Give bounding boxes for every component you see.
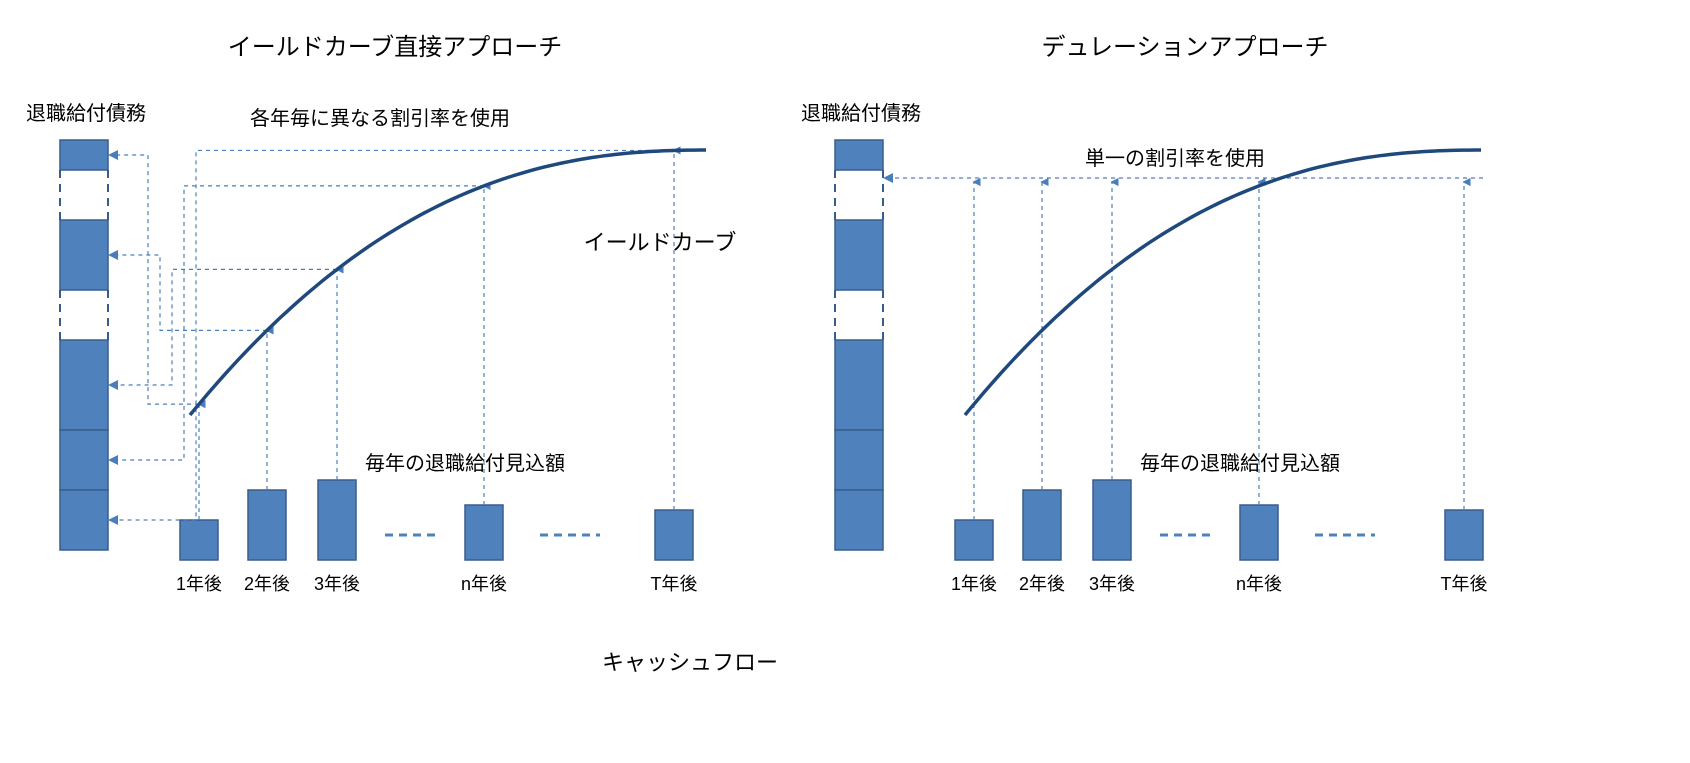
- xaxis-label: 3年後: [314, 574, 360, 594]
- left-cashflow-bars: 1年後 2年後 3年後 n年後 T年後: [176, 480, 698, 594]
- stack-segment: [60, 490, 108, 550]
- arrowhead-icon: [108, 150, 118, 160]
- cashflow-bar: [1023, 490, 1061, 560]
- xaxis-label: n年後: [461, 574, 507, 594]
- cashflow-bar: [1240, 505, 1278, 560]
- xaxis-label: 3年後: [1089, 574, 1135, 594]
- annual-label-right: 毎年の退職給付見込額: [1140, 452, 1340, 475]
- discount-left-arrow: [112, 269, 337, 385]
- stack-segment: [835, 490, 883, 550]
- cashflow-bar: [1445, 510, 1483, 560]
- diagram-canvas: イールドカーブ直接アプローチ デュレーションアプローチ 退職給付債務 退職給付債…: [0, 0, 1690, 758]
- arrowhead-icon: [883, 173, 893, 183]
- arrowhead-icon: [108, 250, 118, 260]
- stack-segment: [60, 140, 108, 170]
- arrowhead-icon: [108, 455, 118, 465]
- arrowhead-icon: [108, 515, 118, 525]
- cashflow-bar: [465, 505, 503, 560]
- title-right: デュレーションアプローチ: [1041, 34, 1328, 61]
- discount-left-arrow: [112, 155, 199, 404]
- xaxis-label: 1年後: [951, 574, 997, 594]
- cashflow-bar: [248, 490, 286, 560]
- left-axis-label-2: 退職給付債務: [801, 102, 921, 125]
- cashflow-bar: [180, 520, 218, 560]
- right-stacked-bars: [835, 140, 883, 550]
- annual-label-left: 毎年の退職給付見込額: [365, 452, 565, 475]
- stack-segment: [60, 220, 108, 290]
- discount-left-arrow: [112, 255, 267, 330]
- xaxis-label: 2年後: [1019, 574, 1065, 594]
- discount-left-arrow: [112, 186, 484, 460]
- stack-segment: [835, 220, 883, 290]
- cashflow-bar: [955, 520, 993, 560]
- xaxis-label: T年後: [651, 574, 698, 594]
- xaxis-label: 2年後: [244, 574, 290, 594]
- arrowhead-icon: [108, 380, 118, 390]
- xaxis-label: T年後: [1441, 574, 1488, 594]
- left-axis-label-1: 退職給付債務: [26, 102, 146, 125]
- note-right: 単一の割引率を使用: [1085, 147, 1265, 170]
- stack-segment: [835, 140, 883, 170]
- cashflow-bar: [655, 510, 693, 560]
- stack-segment: [835, 430, 883, 490]
- cashflow-bar: [1093, 480, 1131, 560]
- curve-label: イールドカーブ: [584, 230, 737, 255]
- cashflow-bar: [318, 480, 356, 560]
- left-stacked-bars: [60, 140, 108, 550]
- xaxis-label: n年後: [1236, 574, 1282, 594]
- title-left: イールドカーブ直接アプローチ: [228, 34, 563, 61]
- right-cashflow-bars: 1年後 2年後 3年後 n年後 T年後: [951, 480, 1488, 594]
- bottom-caption: キャッシュフロー: [602, 650, 778, 675]
- note-left: 各年毎に異なる割引率を使用: [250, 107, 510, 130]
- stack-segment: [60, 430, 108, 490]
- stack-segment: [60, 340, 108, 430]
- stack-segment: [835, 340, 883, 430]
- xaxis-label: 1年後: [176, 574, 222, 594]
